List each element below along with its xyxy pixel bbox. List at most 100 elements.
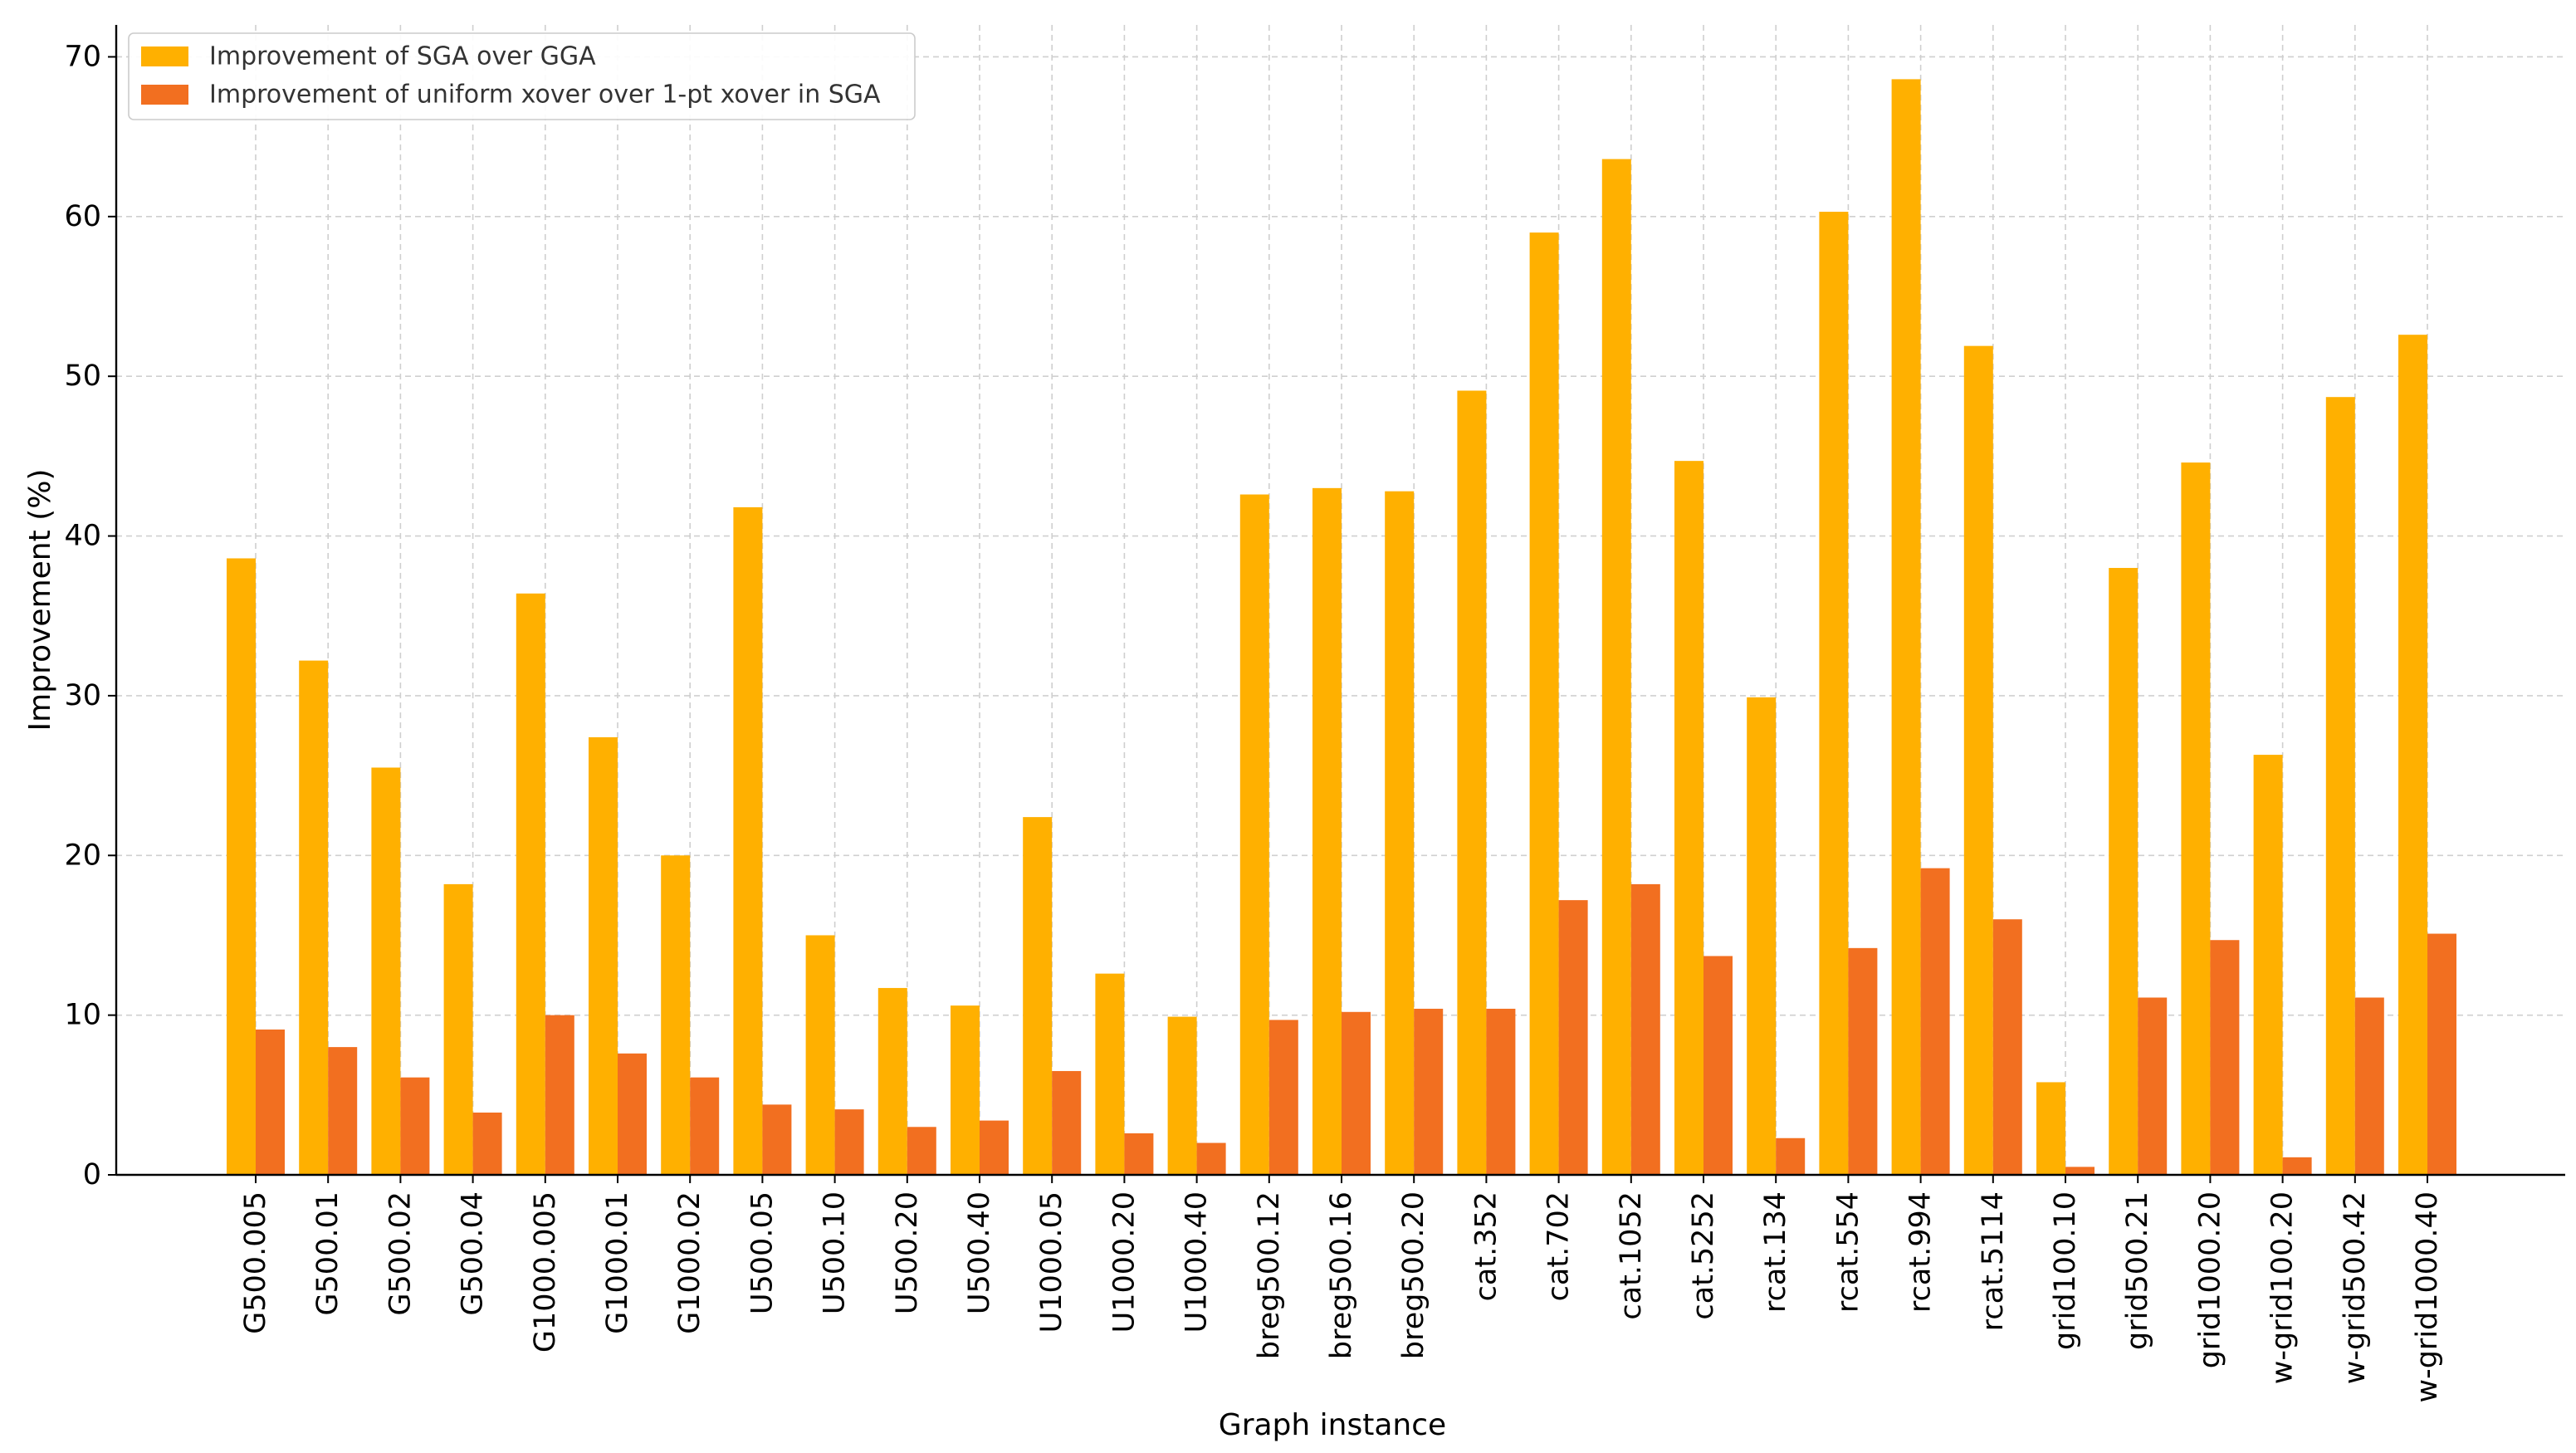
x-tick-label: breg500.16 bbox=[1325, 1191, 1358, 1359]
x-tick-label: w-grid100.20 bbox=[2266, 1191, 2300, 1384]
x-tick-label: U1000.20 bbox=[1107, 1191, 1141, 1333]
legend-label-sga-over-gga: Improvement of SGA over GGA bbox=[209, 42, 596, 71]
bar-uniform-over-1pt bbox=[1342, 1011, 1371, 1175]
bar-uniform-over-1pt bbox=[1630, 883, 1660, 1175]
bar-uniform-over-1pt bbox=[690, 1077, 720, 1175]
x-tick-label: cat.1052 bbox=[1615, 1191, 1648, 1320]
bar-sga-over-gga bbox=[1167, 1016, 1197, 1175]
x-tick-label: U500.10 bbox=[819, 1191, 852, 1314]
x-tick-label: G500.005 bbox=[239, 1191, 272, 1334]
bar-sga-over-gga bbox=[1457, 390, 1487, 1175]
bar-uniform-over-1pt bbox=[328, 1047, 358, 1175]
bar-uniform-over-1pt bbox=[980, 1120, 1009, 1175]
bar-uniform-over-1pt bbox=[2138, 997, 2168, 1175]
bar-uniform-over-1pt bbox=[1703, 956, 1733, 1175]
bar-sga-over-gga bbox=[589, 736, 618, 1175]
x-tick-label: grid1000.20 bbox=[2193, 1191, 2227, 1368]
legend-swatch-sga-over-gga bbox=[141, 46, 188, 66]
bar-sga-over-gga bbox=[1529, 232, 1559, 1175]
bar-sga-over-gga bbox=[877, 987, 907, 1175]
y-tick-label: 0 bbox=[83, 1158, 101, 1191]
x-tick-label: rcat.554 bbox=[1831, 1191, 1865, 1313]
x-tick-label: rcat.994 bbox=[1904, 1191, 1938, 1313]
bar-sga-over-gga bbox=[733, 506, 763, 1175]
x-tick-label: U1000.05 bbox=[1035, 1191, 1068, 1333]
x-tick-label: breg500.20 bbox=[1397, 1191, 1430, 1359]
legend-label-uniform-over-1pt: Improvement of uniform xover over 1-pt x… bbox=[209, 81, 881, 110]
bar-uniform-over-1pt bbox=[256, 1029, 285, 1175]
x-tick-label: U500.05 bbox=[745, 1191, 779, 1314]
bar-uniform-over-1pt bbox=[472, 1112, 502, 1175]
x-tick-label: cat.702 bbox=[1542, 1191, 1576, 1301]
bar-uniform-over-1pt bbox=[2282, 1157, 2312, 1175]
bar-sga-over-gga bbox=[1747, 697, 1777, 1175]
bar-sga-over-gga bbox=[516, 593, 545, 1175]
bars bbox=[227, 79, 2456, 1175]
x-tick-label: G500.04 bbox=[457, 1191, 490, 1316]
x-tick-label: G500.02 bbox=[384, 1191, 417, 1316]
bar-uniform-over-1pt bbox=[2427, 933, 2456, 1175]
bar-uniform-over-1pt bbox=[618, 1053, 647, 1175]
bar-sga-over-gga bbox=[443, 883, 473, 1175]
x-tick-label: G1000.01 bbox=[601, 1191, 634, 1334]
x-tick-label: breg500.12 bbox=[1253, 1191, 1286, 1359]
x-tick-label: U1000.40 bbox=[1180, 1191, 1214, 1333]
bar-sga-over-gga bbox=[2036, 1082, 2065, 1175]
bar-uniform-over-1pt bbox=[400, 1077, 430, 1175]
y-axis-ticks: 0 10 20 30 40 50 60 70 bbox=[64, 40, 116, 1191]
y-tick-label: 50 bbox=[64, 360, 101, 393]
bar-uniform-over-1pt bbox=[2354, 997, 2384, 1175]
x-tick-label: grid500.21 bbox=[2121, 1191, 2154, 1350]
x-tick-label: G1000.02 bbox=[673, 1191, 706, 1334]
x-tick-label: U500.40 bbox=[963, 1191, 996, 1314]
bar-uniform-over-1pt bbox=[1414, 1008, 1444, 1175]
bar-uniform-over-1pt bbox=[1486, 1008, 1516, 1175]
bar-sga-over-gga bbox=[1601, 159, 1631, 1175]
bar-sga-over-gga bbox=[2325, 397, 2355, 1175]
x-tick-label: w-grid1000.40 bbox=[2411, 1191, 2444, 1403]
bar-uniform-over-1pt bbox=[1776, 1137, 1806, 1175]
bar-sga-over-gga bbox=[1312, 487, 1342, 1175]
bar-uniform-over-1pt bbox=[907, 1127, 936, 1175]
bar-sga-over-gga bbox=[1674, 461, 1703, 1175]
x-tick-label: rcat.134 bbox=[1759, 1191, 1792, 1313]
bar-sga-over-gga bbox=[2181, 462, 2211, 1175]
bar-uniform-over-1pt bbox=[2210, 940, 2240, 1175]
bar-uniform-over-1pt bbox=[1268, 1020, 1298, 1175]
bar-sga-over-gga bbox=[1095, 973, 1125, 1175]
bar-uniform-over-1pt bbox=[762, 1104, 792, 1175]
bar-sga-over-gga bbox=[951, 1005, 980, 1175]
y-axis-label: Improvement (%) bbox=[23, 469, 57, 731]
bar-sga-over-gga bbox=[1023, 817, 1053, 1175]
bar-sga-over-gga bbox=[371, 767, 401, 1175]
y-tick-label: 70 bbox=[64, 40, 101, 73]
y-tick-label: 10 bbox=[64, 999, 101, 1032]
bar-uniform-over-1pt bbox=[1052, 1070, 1082, 1175]
x-tick-label: cat.352 bbox=[1469, 1191, 1503, 1301]
bar-uniform-over-1pt bbox=[1992, 919, 2022, 1175]
x-tick-label: cat.5252 bbox=[1687, 1191, 1720, 1320]
bar-sga-over-gga bbox=[2253, 755, 2283, 1175]
bar-sga-over-gga bbox=[227, 558, 256, 1175]
bar-sga-over-gga bbox=[1963, 345, 1993, 1175]
bar-uniform-over-1pt bbox=[1124, 1133, 1154, 1175]
y-tick-label: 20 bbox=[64, 839, 101, 872]
x-tick-label: rcat.5114 bbox=[1977, 1191, 2010, 1331]
x-axis-ticks: G500.005 G500.01 G500.02 G500.04 G1000.005 G1… bbox=[239, 1175, 2444, 1403]
bar-sga-over-gga bbox=[299, 660, 329, 1175]
legend-frame bbox=[128, 32, 916, 120]
x-axis-label: Graph instance bbox=[1219, 1408, 1446, 1442]
bar-uniform-over-1pt bbox=[1920, 868, 1950, 1175]
x-tick-label: w-grid500.42 bbox=[2339, 1191, 2372, 1384]
x-tick-label: G1000.005 bbox=[529, 1191, 562, 1353]
bar-sga-over-gga bbox=[1891, 79, 1921, 1175]
bar-sga-over-gga bbox=[2109, 568, 2139, 1175]
legend-swatch-uniform-over-1pt bbox=[141, 85, 188, 105]
legend: Improvement of SGA over GGA Improvement … bbox=[128, 32, 916, 120]
y-tick-label: 30 bbox=[64, 679, 101, 712]
bar-sga-over-gga bbox=[1385, 491, 1415, 1175]
bar-uniform-over-1pt bbox=[2065, 1167, 2095, 1175]
x-tick-label: grid100.10 bbox=[2049, 1191, 2082, 1350]
y-tick-label: 40 bbox=[64, 520, 101, 553]
bar-uniform-over-1pt bbox=[1558, 900, 1588, 1175]
